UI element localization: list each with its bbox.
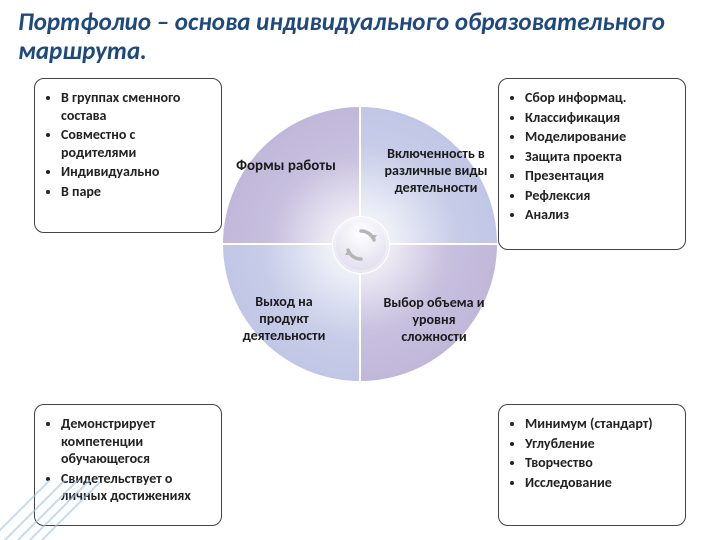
cycle-hub-icon <box>332 216 390 274</box>
callout-list-levels: Минимум (стандарт) Углубление Творчество… <box>509 415 675 491</box>
callout-list-activities: Сбор информац. Классификация Моделирован… <box>509 89 675 224</box>
list-item: Защита проекта <box>525 148 675 166</box>
callout-box-forms: В группах сменного состава Совместно с р… <box>34 78 222 233</box>
quadrant-forms: Формы работы <box>222 106 360 244</box>
list-item: Творчество <box>525 454 675 472</box>
list-item: Рефлексия <box>525 187 675 205</box>
list-item: В группах сменного состава <box>61 89 211 124</box>
cycle-diagram: Формы работы Включенность в различные ви… <box>222 106 498 382</box>
list-item: Классификация <box>525 109 675 127</box>
callout-list-forms: В группах сменного состава Совместно с р… <box>45 89 211 200</box>
callout-box-levels: Минимум (стандарт) Углубление Творчество… <box>498 404 686 526</box>
quadrant-label: Формы работы <box>236 157 336 175</box>
quadrant-label: Выбор объема и уровня сложности <box>379 294 489 345</box>
list-item: Анализ <box>525 206 675 224</box>
list-item: Исследование <box>525 474 675 492</box>
list-item: Презентация <box>525 167 675 185</box>
list-item: Минимум (стандарт) <box>525 415 675 433</box>
quadrant-label: Выход на продукт деятельности <box>231 293 337 344</box>
list-item: Совместно с родителями <box>61 126 211 161</box>
list-item: Углубление <box>525 435 675 453</box>
corner-decoration <box>0 480 130 540</box>
list-item: В паре <box>61 183 211 201</box>
list-item: Сбор информац. <box>525 89 675 107</box>
list-item: Индивидуально <box>61 163 211 181</box>
list-item: Моделирование <box>525 128 675 146</box>
callout-box-activities: Сбор информац. Классификация Моделирован… <box>498 78 686 250</box>
quadrant-label: Включенность в различные виды деятельнос… <box>383 145 489 196</box>
slide-title: Портфолио – основа индивидуального образ… <box>18 8 702 66</box>
list-item: Демонстрирует компетенции обучающегося <box>61 415 211 468</box>
